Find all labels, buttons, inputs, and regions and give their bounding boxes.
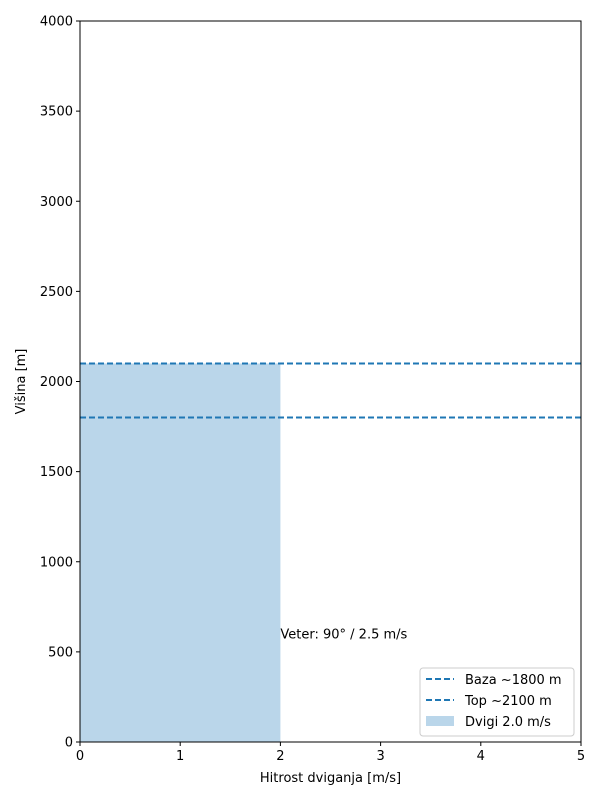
y-tick-label: 0 — [65, 736, 73, 751]
legend: Baza ~1800 m Top ~2100 m Dvigi 2.0 m/s — [419, 667, 575, 737]
x-axis-title: Hitrost dviganja [m/s] — [260, 771, 401, 786]
legend-box — [419, 667, 575, 737]
legend-swatch-lift — [426, 716, 454, 726]
legend-label-lift: Dvigi 2.0 m/s — [465, 715, 551, 730]
y-tick-label: 3500 — [40, 105, 73, 120]
legend-label-base: Baza ~1800 m — [465, 673, 562, 688]
y-tick-label: 2000 — [40, 375, 73, 390]
lift-fill-area — [80, 363, 281, 742]
y-axis-title: Višina [m] — [14, 349, 29, 415]
y-tick-label: 3000 — [40, 195, 73, 210]
y-tick-label: 2500 — [40, 285, 73, 300]
x-tick-label: 0 — [76, 749, 84, 764]
y-tick-label: 1500 — [40, 465, 73, 480]
legend-label-top: Top ~2100 m — [464, 694, 552, 709]
x-tick-label: 1 — [176, 749, 184, 764]
wind-annotation: Veter: 90° / 2.5 m/s — [280, 627, 407, 642]
y-tick-label: 1000 — [40, 555, 73, 570]
x-tick-label: 2 — [276, 749, 284, 764]
x-tick-label: 3 — [376, 749, 384, 764]
y-tick-label: 500 — [48, 645, 73, 660]
x-tick-label: 5 — [577, 749, 585, 764]
x-tick-label: 4 — [477, 749, 485, 764]
y-tick-label: 4000 — [40, 15, 73, 30]
